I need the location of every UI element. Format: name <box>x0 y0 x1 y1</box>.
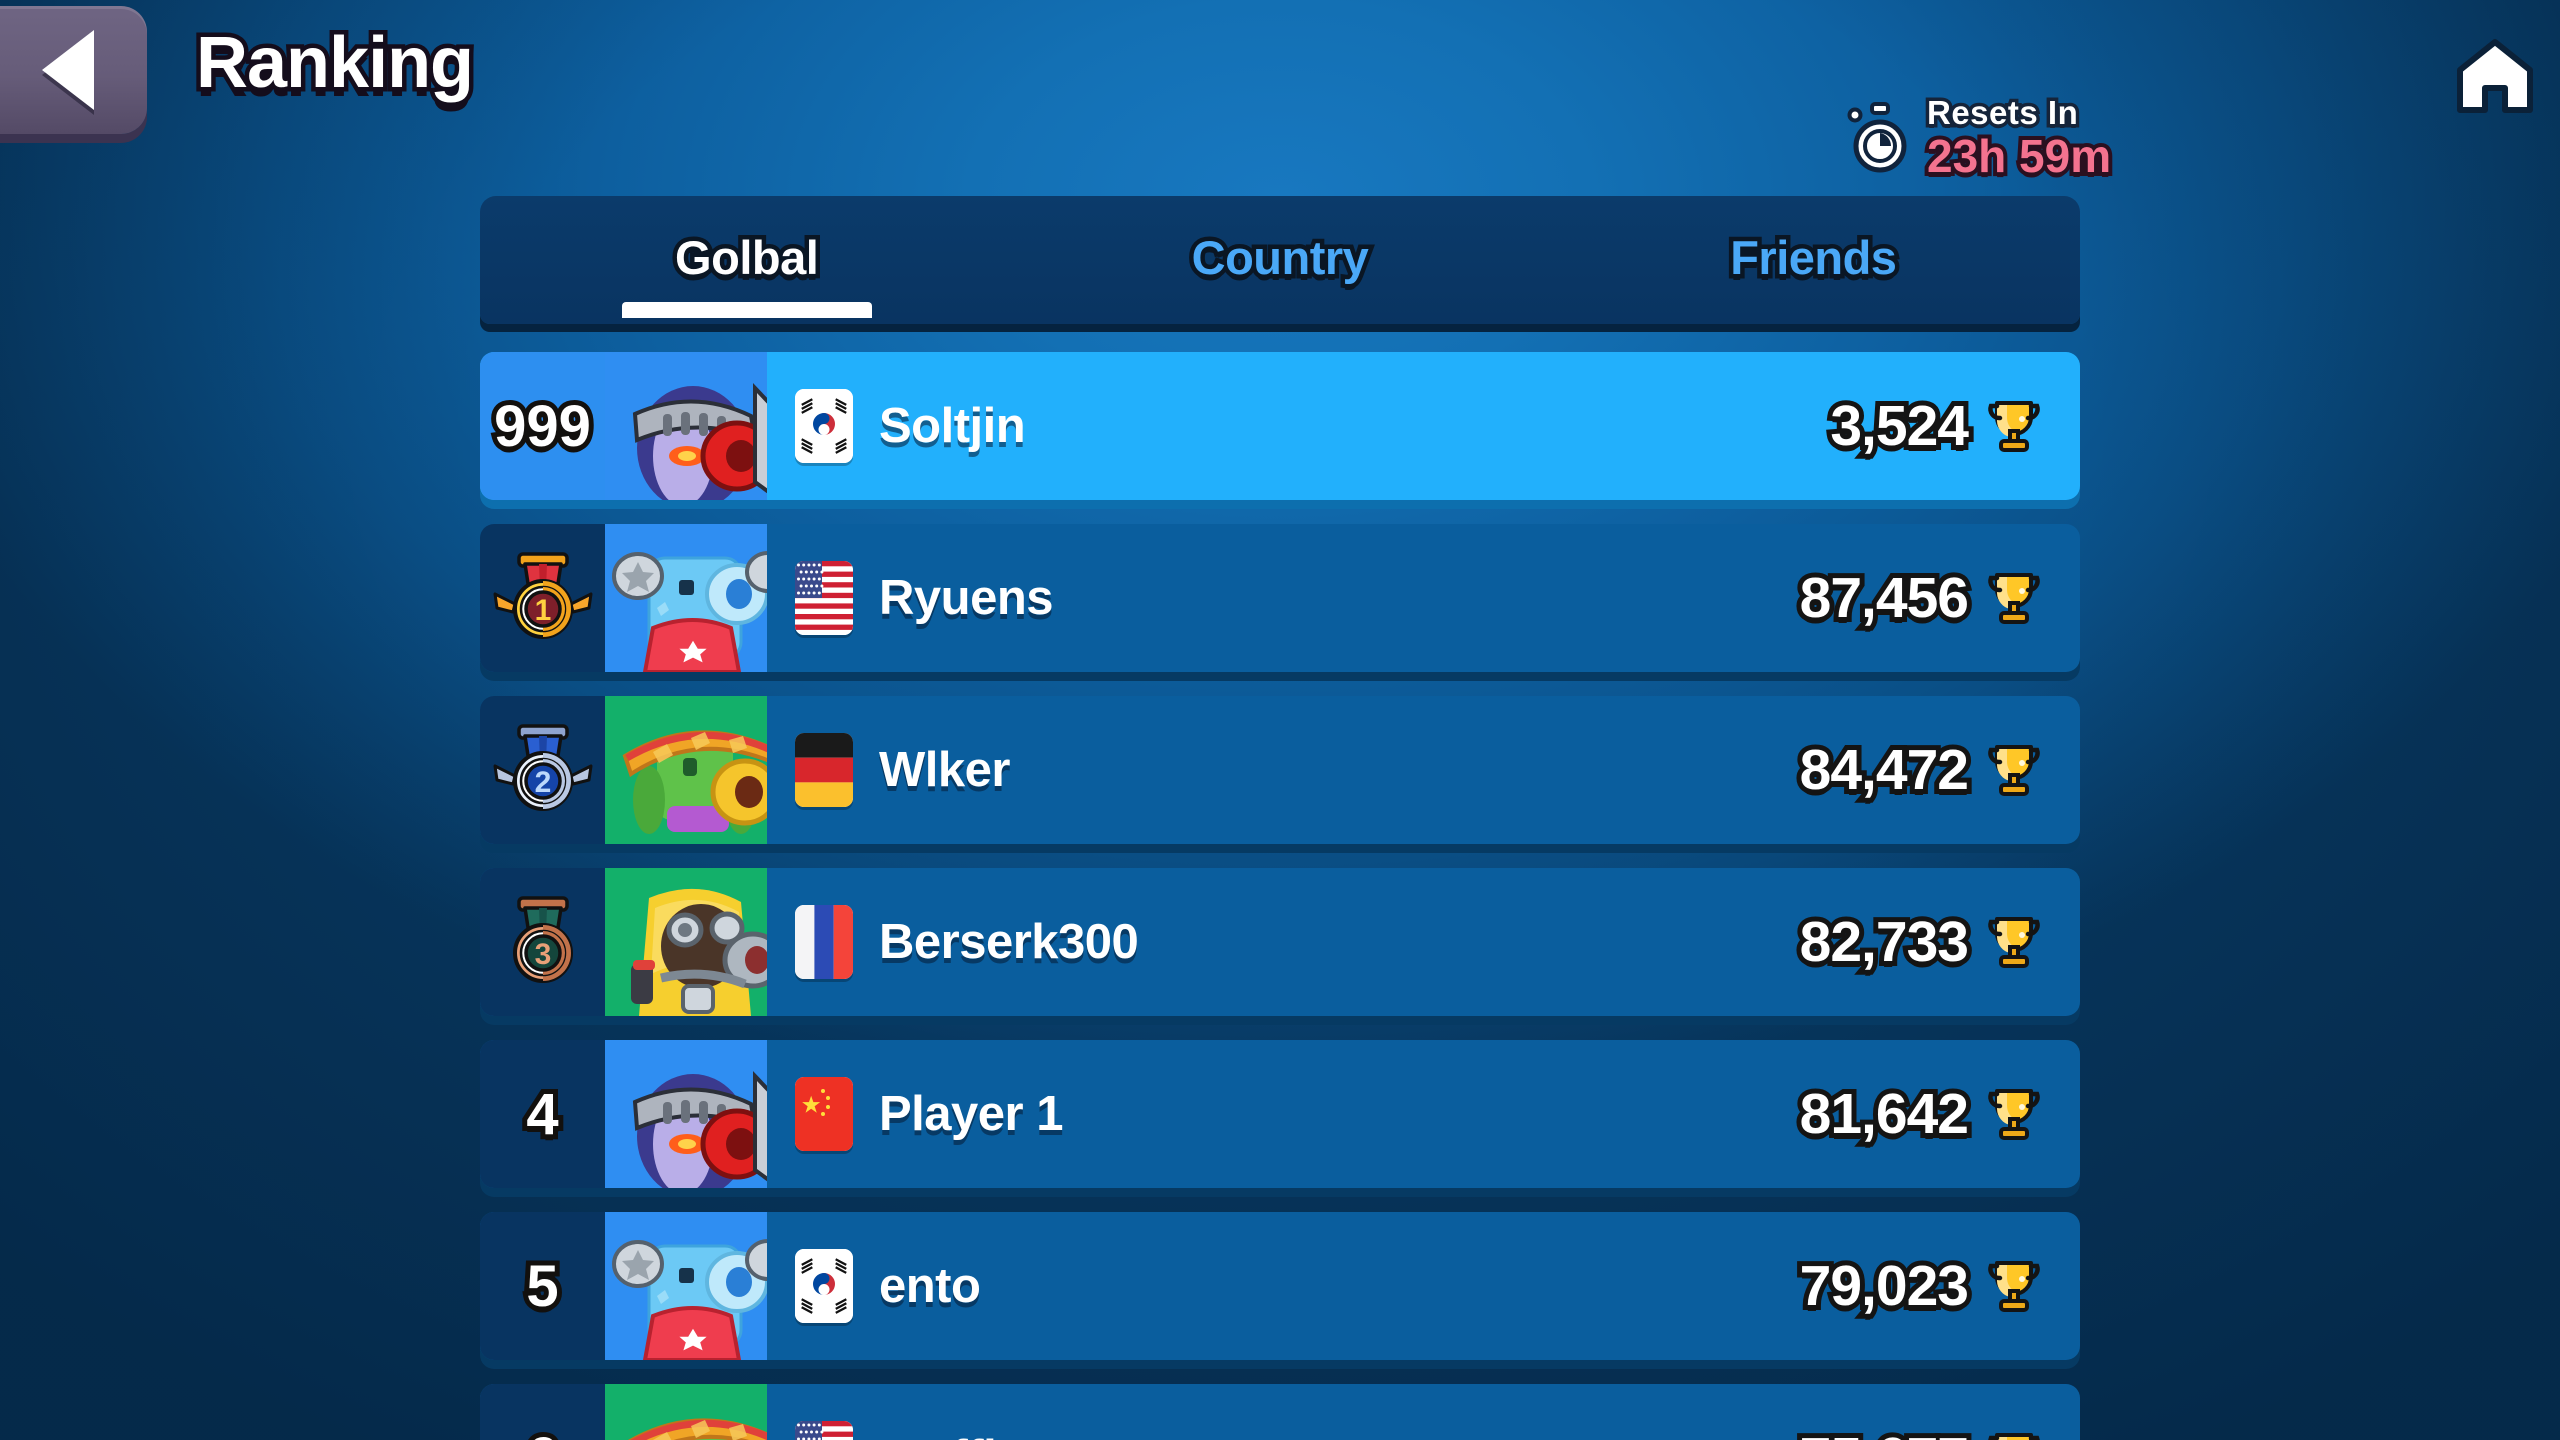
trophy-icon <box>1986 569 2042 627</box>
flag-kr-icon <box>795 1249 853 1323</box>
avatar <box>605 696 767 844</box>
table-row[interactable]: 5 ento 79 <box>480 1212 2080 1360</box>
tab-label: Country <box>1187 226 1373 288</box>
table-row[interactable]: 1 Ryuens 87,456 <box>480 524 2080 672</box>
svg-text:3: 3 <box>534 938 551 971</box>
rank-cell: 6 <box>480 1384 605 1440</box>
player-name: Wlker <box>875 739 1014 801</box>
score-cell: 87,456 <box>1795 524 2080 672</box>
trophy-count: 75,677 <box>1795 1421 1974 1440</box>
player-info: Player 1 <box>767 1040 1800 1188</box>
stopwatch-icon <box>1847 101 1907 172</box>
tab-friends[interactable]: Friends <box>1547 196 2080 324</box>
trophy-count: 84,472 <box>1795 733 1974 807</box>
player-info: Ryuens <box>767 524 1800 672</box>
player-name: Ryuens <box>875 567 1058 629</box>
flag-fr-icon <box>795 905 853 979</box>
rank-cell: 1 <box>480 524 605 672</box>
trophy-count: 3,524 <box>1825 389 1974 463</box>
flag-us-icon <box>795 1421 853 1440</box>
table-row[interactable]: 2 Wlker 84,472 <box>480 696 2080 844</box>
avatar <box>605 352 767 500</box>
player-info: Berserk300 <box>767 868 1800 1016</box>
trophy-count: 79,023 <box>1795 1249 1974 1323</box>
player-name: ento <box>875 1255 985 1317</box>
player-name: muffins <box>875 1427 1057 1440</box>
trophy-icon <box>1986 1085 2042 1143</box>
trophy-icon <box>1986 397 2042 455</box>
rank-cell: 4 <box>480 1040 605 1188</box>
trophy-icon <box>1986 1257 2042 1315</box>
table-row[interactable]: 3 Berserk300 82,733 <box>480 868 2080 1016</box>
medal-gold-icon: 1 <box>491 546 595 650</box>
header-bar: Ranking Resets In 23h 59m <box>0 0 2560 183</box>
flag-us-icon <box>795 561 853 635</box>
rank-number: 999 <box>489 389 596 464</box>
svg-text:1: 1 <box>534 594 551 627</box>
table-row[interactable]: 4 Player 1 81,642 <box>480 1040 2080 1188</box>
player-info: ento <box>767 1212 1800 1360</box>
score-cell: 75,677 <box>1795 1384 2080 1440</box>
home-icon[interactable] <box>2452 36 2538 118</box>
trophy-icon <box>1986 1429 2042 1440</box>
tab-active-underline <box>621 302 872 318</box>
rank-number: 5 <box>521 1249 563 1324</box>
player-name: Player 1 <box>875 1083 1068 1145</box>
avatar <box>605 1212 767 1360</box>
rank-number: 4 <box>521 1077 563 1152</box>
medal-bronze-icon: 3 <box>491 890 595 994</box>
timer-value: 23h 59m <box>1923 129 2115 183</box>
reset-timer: Resets In 23h 59m <box>1845 93 2115 183</box>
rank-cell: 2 <box>480 696 605 844</box>
timer-label: Resets In <box>1923 93 2081 133</box>
trophy-count: 81,642 <box>1795 1077 1974 1151</box>
score-cell: 79,023 <box>1795 1212 2080 1360</box>
ranking-list[interactable]: 999 <box>480 352 2080 1440</box>
flag-kr-icon <box>795 389 853 463</box>
rank-number: 6 <box>521 1421 563 1440</box>
score-cell: 81,642 <box>1795 1040 2080 1188</box>
rank-cell: 5 <box>480 1212 605 1360</box>
avatar <box>605 868 767 1016</box>
score-cell: 84,472 <box>1795 696 2080 844</box>
trophy-icon <box>1986 913 2042 971</box>
avatar <box>605 1040 767 1188</box>
trophy-icon <box>1986 741 2042 799</box>
tab-golbal[interactable]: Golbal <box>480 196 1013 324</box>
player-info: Wlker <box>767 696 1800 844</box>
trophy-count: 87,456 <box>1795 561 1974 635</box>
player-info: Soltjin <box>767 352 1830 500</box>
flag-cn-icon <box>795 1077 853 1151</box>
player-info: muffins <box>767 1384 1800 1440</box>
table-row[interactable]: 6 muffins 75,677 <box>480 1384 2080 1440</box>
leaderboard-tabs: Golbal Country Friends <box>480 196 2080 324</box>
tab-label: Golbal <box>671 226 824 288</box>
table-row[interactable]: 999 <box>480 352 2080 500</box>
flag-de-icon <box>795 733 853 807</box>
rank-cell: 999 <box>480 352 605 500</box>
page-title: Ranking <box>191 19 478 108</box>
avatar <box>605 524 767 672</box>
score-cell: 82,733 <box>1795 868 2080 1016</box>
back-button[interactable] <box>0 6 147 134</box>
medal-silver-icon: 2 <box>491 718 595 822</box>
trophy-count: 82,733 <box>1795 905 1974 979</box>
svg-text:2: 2 <box>534 766 551 799</box>
player-name: Soltjin <box>875 395 1030 457</box>
rank-cell: 3 <box>480 868 605 1016</box>
player-name: Berserk300 <box>875 911 1143 973</box>
avatar <box>605 1384 767 1440</box>
tab-country[interactable]: Country <box>1013 196 1546 324</box>
back-arrow-icon <box>41 30 94 110</box>
tab-label: Friends <box>1726 226 1902 288</box>
score-cell: 3,524 <box>1825 352 2080 500</box>
